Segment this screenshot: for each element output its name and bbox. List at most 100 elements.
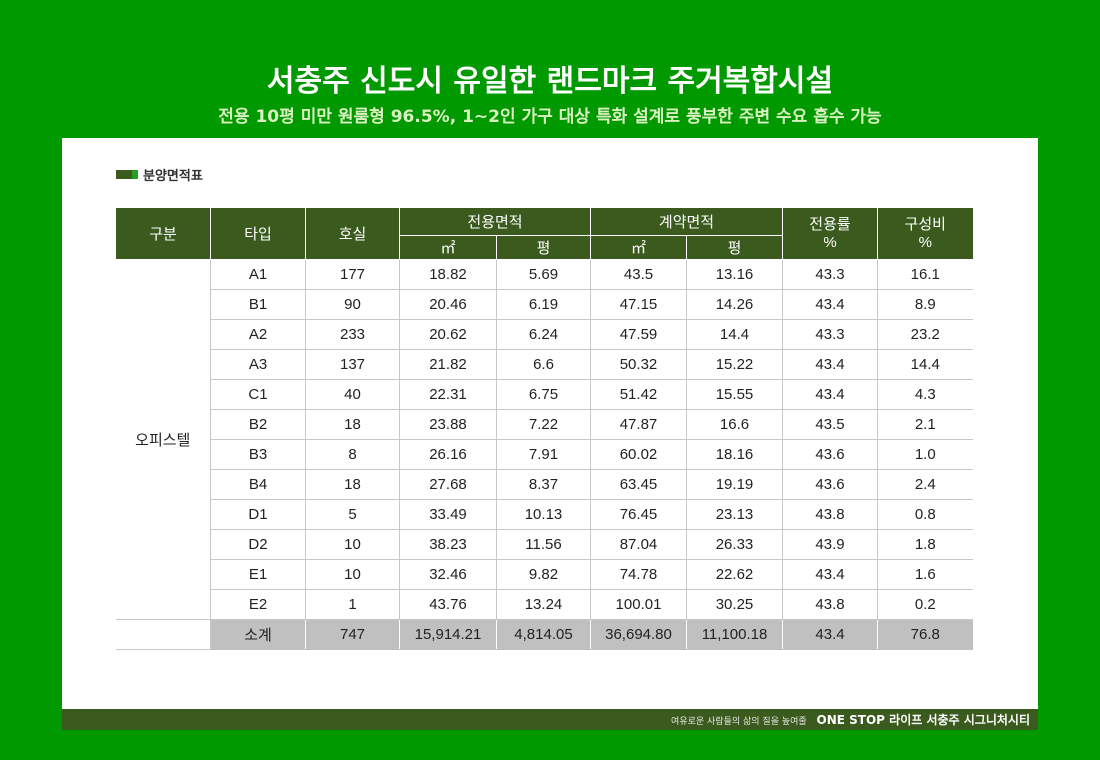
cell-contract-sqm: 63.45 [590, 469, 687, 500]
cell-exclusive-sqm: 32.46 [399, 559, 497, 590]
cell-contract-sqm: 51.42 [590, 379, 687, 410]
footer-bar: 여유로운 사람들의 삶의 질을 높여줄 ONE STOP 라이프 서충주 시그니… [62, 709, 1038, 730]
cell-contract-sqm: 60.02 [590, 439, 687, 470]
table-row: A3 137 21.82 6.6 50.32 15.22 43.4 14.4 [116, 349, 973, 380]
header-exclusive-ratio: 전용률 % [782, 208, 878, 260]
cell-composition: 23.2 [877, 319, 973, 350]
cell-contract-pyeong: 26.33 [686, 529, 783, 560]
cell-contract-sqm: 47.87 [590, 409, 687, 440]
header-composition: 구성비 % [877, 208, 973, 260]
cell-units: 18 [305, 469, 400, 500]
cell-type: B1 [210, 289, 306, 320]
cell-exclusive-ratio: 43.8 [782, 499, 878, 530]
cell-composition: 14.4 [877, 349, 973, 380]
cell-type: B2 [210, 409, 306, 440]
table-row: B4 18 27.68 8.37 63.45 19.19 43.6 2.4 [116, 469, 973, 500]
cell-type: C1 [210, 379, 306, 410]
total-row: 소계 747 15,914.21 4,814.05 36,694.80 11,100.18… [115, 619, 973, 650]
cell-contract-sqm: 47.59 [590, 319, 687, 350]
cell-exclusive-ratio: 43.5 [782, 409, 878, 440]
table-row: B3 8 26.16 7.91 60.02 18.16 43.6 1.0 [116, 439, 973, 470]
cell-composition: 1.8 [877, 529, 973, 560]
cell-contract-pyeong: 13.16 [686, 259, 783, 290]
total-contract-pyeong: 11,100.18 [686, 619, 783, 650]
cell-composition: 2.4 [877, 469, 973, 500]
total-label: 소계 [210, 619, 306, 650]
cell-type: A3 [210, 349, 306, 380]
cell-composition: 16.1 [877, 259, 973, 290]
cell-exclusive-ratio: 43.3 [782, 259, 878, 290]
total-blank-cell [115, 619, 211, 650]
cell-contract-sqm: 47.15 [590, 289, 687, 320]
cell-units: 90 [305, 289, 400, 320]
cell-units: 137 [305, 349, 400, 380]
cell-exclusive-sqm: 27.68 [399, 469, 497, 500]
cell-exclusive-ratio: 43.8 [782, 589, 878, 620]
cell-contract-pyeong: 15.55 [686, 379, 783, 410]
footer-tagline: 여유로운 사람들의 삶의 질을 높여줄 [671, 717, 807, 727]
cell-exclusive-pyeong: 6.19 [496, 289, 591, 320]
cell-exclusive-pyeong: 6.24 [496, 319, 591, 350]
cell-type: B4 [210, 469, 306, 500]
total-composition: 76.8 [877, 619, 973, 650]
cell-units: 1 [305, 589, 400, 620]
cell-exclusive-pyeong: 13.24 [496, 589, 591, 620]
cell-contract-pyeong: 22.62 [686, 559, 783, 590]
cell-exclusive-pyeong: 9.82 [496, 559, 591, 590]
cell-exclusive-sqm: 20.62 [399, 319, 497, 350]
cell-contract-sqm: 43.5 [590, 259, 687, 290]
cell-contract-pyeong: 18.16 [686, 439, 783, 470]
cell-exclusive-pyeong: 6.6 [496, 349, 591, 380]
cell-exclusive-pyeong: 10.13 [496, 499, 591, 530]
cell-exclusive-pyeong: 7.22 [496, 409, 591, 440]
section-heading: 분양면적표 [116, 166, 203, 184]
group-label: 오피스텔 [115, 259, 211, 620]
cell-contract-pyeong: 14.4 [686, 319, 783, 350]
cell-exclusive-sqm: 23.88 [399, 409, 497, 440]
header-contract-sqm: ㎡ [590, 235, 687, 260]
cell-contract-pyeong: 15.22 [686, 349, 783, 380]
header-units: 호실 [305, 208, 400, 260]
total-exclusive-pyeong: 4,814.05 [496, 619, 591, 650]
cell-exclusive-sqm: 38.23 [399, 529, 497, 560]
header-exclusive-sqm: ㎡ [399, 235, 497, 260]
total-exclusive-sqm: 15,914.21 [399, 619, 497, 650]
table-row: B1 90 20.46 6.19 47.15 14.26 43.4 8.9 [116, 289, 973, 320]
cell-composition: 8.9 [877, 289, 973, 320]
cell-contract-pyeong: 14.26 [686, 289, 783, 320]
cell-contract-sqm: 50.32 [590, 349, 687, 380]
cell-exclusive-sqm: 22.31 [399, 379, 497, 410]
table-row: C1 40 22.31 6.75 51.42 15.55 43.4 4.3 [116, 379, 973, 410]
cell-exclusive-pyeong: 6.75 [496, 379, 591, 410]
table-row: B2 18 23.88 7.22 47.87 16.6 43.5 2.1 [116, 409, 973, 440]
cell-exclusive-sqm: 26.16 [399, 439, 497, 470]
total-contract-sqm: 36,694.80 [590, 619, 687, 650]
cell-type: E2 [210, 589, 306, 620]
cell-exclusive-ratio: 43.4 [782, 559, 878, 590]
cell-type: B3 [210, 439, 306, 470]
cell-composition: 0.2 [877, 589, 973, 620]
cell-exclusive-ratio: 43.6 [782, 469, 878, 500]
section-label: 분양면적표 [143, 168, 203, 184]
cell-exclusive-sqm: 43.76 [399, 589, 497, 620]
total-units: 747 [305, 619, 400, 650]
cell-exclusive-ratio: 43.4 [782, 379, 878, 410]
cell-type: E1 [210, 559, 306, 590]
cell-exclusive-sqm: 21.82 [399, 349, 497, 380]
content-panel: 분양면적표 구분 타입 호실 전용면적 계약면적 전용률 % 구성비 % [62, 138, 1038, 710]
cell-type: A1 [210, 259, 306, 290]
cell-exclusive-pyeong: 11.56 [496, 529, 591, 560]
cell-composition: 0.8 [877, 499, 973, 530]
header-type: 타입 [210, 208, 306, 260]
cell-contract-pyeong: 19.19 [686, 469, 783, 500]
section-marker-icon [116, 169, 138, 179]
footer-text: 여유로운 사람들의 삶의 질을 높여줄 ONE STOP 라이프 서충주 시그니… [671, 711, 1030, 728]
cell-composition: 2.1 [877, 409, 973, 440]
cell-units: 18 [305, 409, 400, 440]
cell-exclusive-ratio: 43.3 [782, 319, 878, 350]
page-title: 서충주 신도시 유일한 랜드마크 주거복합시설 [266, 64, 834, 99]
cell-units: 10 [305, 559, 400, 590]
table-row: E2 1 43.76 13.24 100.01 30.25 43.8 0.2 [116, 589, 973, 620]
cell-exclusive-ratio: 43.6 [782, 439, 878, 470]
cell-composition: 4.3 [877, 379, 973, 410]
